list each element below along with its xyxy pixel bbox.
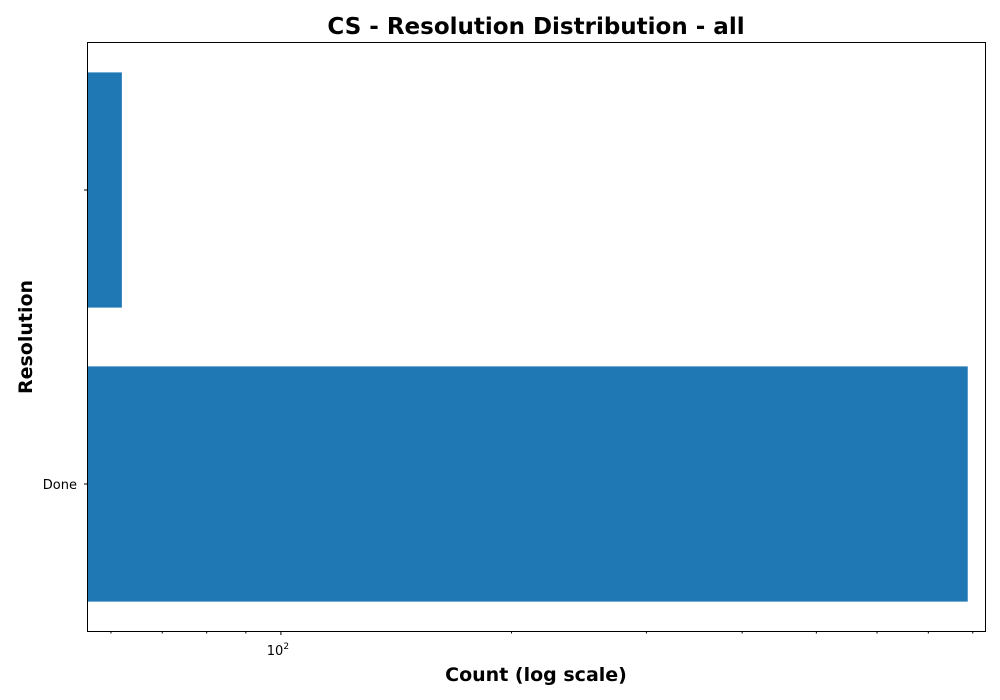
bar-done (88, 366, 968, 602)
x-axis-ticks: 102 (110, 631, 974, 659)
y-axis-label: Resolution (15, 280, 37, 394)
bar-blank (88, 72, 122, 308)
y-axis-ticks: Done (43, 189, 88, 493)
plot-frame (87, 42, 986, 632)
x-axis-label: Count (log scale) (445, 664, 627, 686)
x-tick-label: 102 (267, 642, 289, 659)
y-tick-label: Done (43, 478, 77, 493)
chart-title: CS - Resolution Distribution - all (327, 14, 744, 40)
bars-group (88, 72, 968, 602)
